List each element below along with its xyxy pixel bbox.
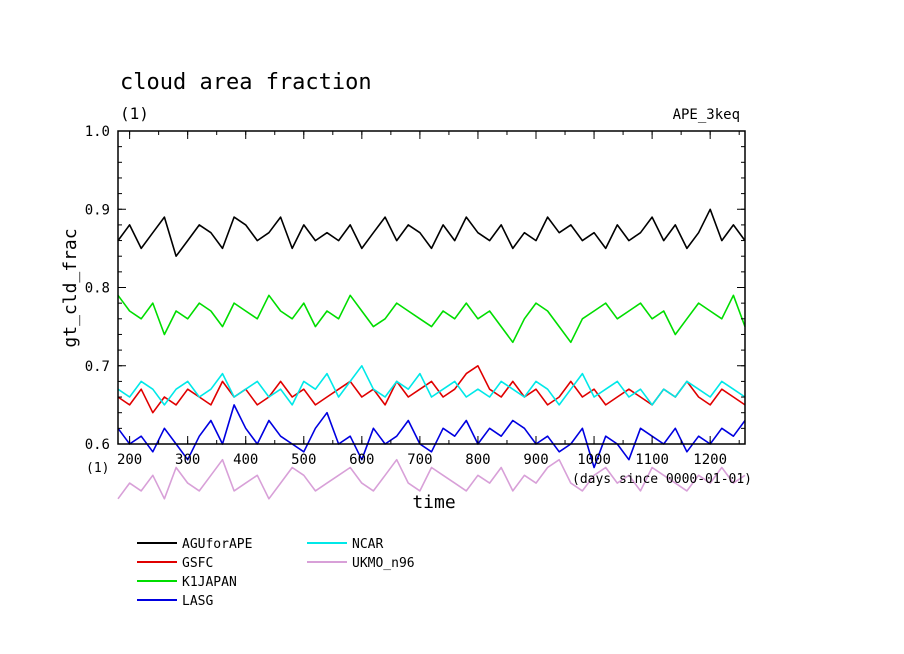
series-line-gsfc bbox=[117, 364, 746, 414]
chart-subtitle: (1) bbox=[120, 104, 149, 123]
legend: AGUforAPE GSFC K1JAPAN LASG NCAR UKMO_n96 bbox=[137, 537, 415, 609]
x-tick-label: 1100 bbox=[635, 452, 669, 468]
y-tick-label: 0.6 bbox=[85, 437, 110, 453]
y-tick-label: 1.0 bbox=[85, 124, 110, 140]
y-tick-label: 0.9 bbox=[85, 202, 110, 218]
series-line-ncar bbox=[117, 364, 746, 406]
series-line-ukmo_n96 bbox=[117, 458, 746, 500]
plot-frame bbox=[117, 130, 746, 445]
x-tick-label: 700 bbox=[407, 452, 432, 468]
series-line-k1japan bbox=[117, 294, 746, 344]
x-tick-label: 600 bbox=[349, 452, 374, 468]
legend-label-lasg: LASG bbox=[182, 594, 213, 609]
y-unit-label: (1) bbox=[86, 461, 109, 476]
x-tick-label: 800 bbox=[465, 452, 490, 468]
legend-label-ukmo_n96: UKMO_n96 bbox=[352, 556, 415, 571]
x-tick-label: 1200 bbox=[693, 452, 727, 468]
experiment-label: APE_3keq bbox=[673, 107, 740, 123]
y-tick-label: 0.7 bbox=[85, 359, 110, 375]
x-axis-label: time bbox=[412, 492, 455, 513]
x-tick-label: 1000 bbox=[577, 452, 611, 468]
legend-label-k1japan: K1JAPAN bbox=[182, 575, 237, 590]
series-line-aguforape bbox=[117, 208, 746, 258]
x-unit-label: (days since 0000-01-01) bbox=[572, 472, 752, 487]
legend-label-aguforape: AGUforAPE bbox=[182, 537, 252, 552]
x-axis-ticks: 200 300 400 500 600 700 800 900 1000 1100 1200 bbox=[117, 131, 740, 468]
y-axis-label: gt_cld_frac bbox=[60, 228, 81, 347]
x-tick-label: 400 bbox=[233, 452, 258, 468]
chart-title: cloud area fraction bbox=[120, 70, 372, 95]
legend-label-gsfc: GSFC bbox=[182, 556, 213, 571]
x-tick-label: 300 bbox=[175, 452, 200, 468]
legend-label-ncar: NCAR bbox=[352, 537, 383, 552]
x-tick-label: 900 bbox=[523, 452, 548, 468]
x-tick-label: 500 bbox=[291, 452, 316, 468]
x-tick-label: 200 bbox=[117, 452, 142, 468]
y-tick-label: 0.8 bbox=[85, 281, 110, 297]
y-axis-ticks: 0.6 0.7 0.8 0.9 1.0 bbox=[85, 124, 745, 453]
